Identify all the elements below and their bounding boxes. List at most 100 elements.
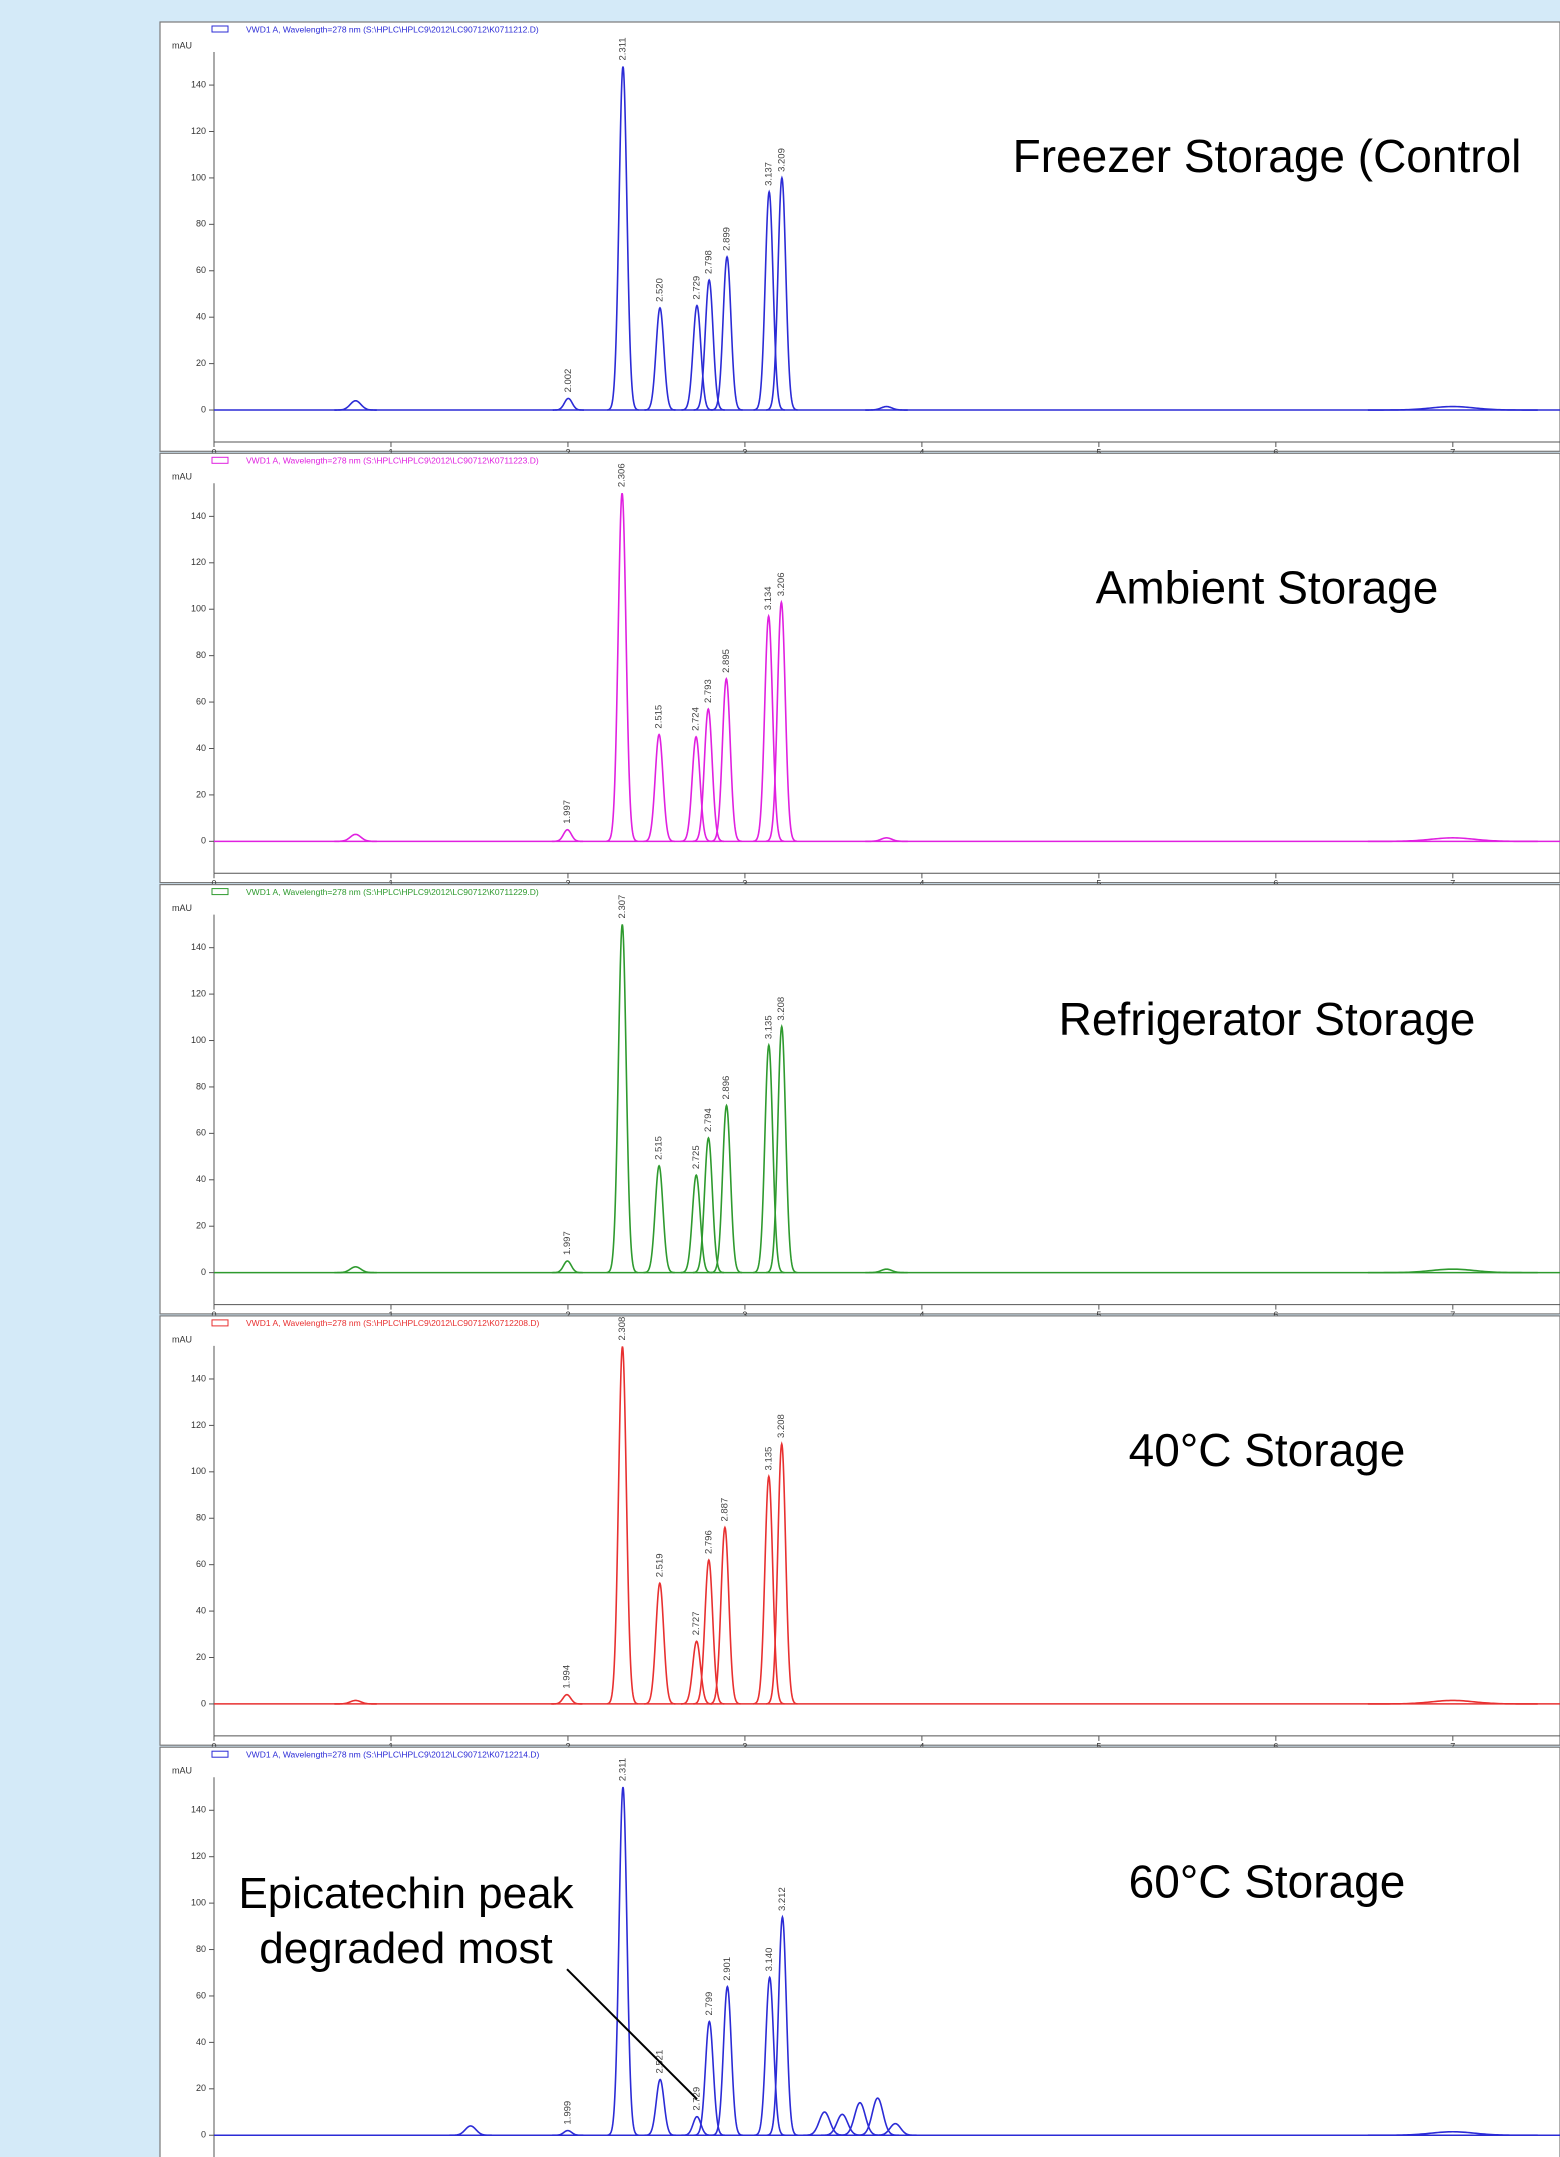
y-axis-label: mAU	[172, 40, 192, 50]
x-tick-label: 5	[1096, 447, 1101, 457]
y-tick-label: 140	[191, 942, 206, 952]
y-tick-label: 60	[196, 265, 206, 275]
x-tick-label: 7	[1450, 447, 1455, 457]
x-tick-label: 1	[388, 1310, 393, 1320]
peak	[754, 1975, 786, 2136]
panel	[159, 1315, 1560, 1746]
peak	[865, 1268, 908, 1274]
peak-label: 3.206	[776, 572, 787, 596]
peak	[644, 2078, 676, 2137]
panel-title: 40°C Storage	[1129, 1424, 1406, 1476]
y-tick-label: 20	[196, 1221, 206, 1231]
peak-label: 2.896	[721, 1076, 732, 1100]
peak	[874, 2122, 917, 2137]
x-tick-label: 0	[211, 1310, 216, 1320]
y-tick-label: 120	[191, 1420, 206, 1430]
panel-header: VWD1 A, Wavelength=278 nm (S:\HPLC\HPLC9…	[246, 1749, 540, 1759]
panel-title: Refrigerator Storage	[1059, 993, 1476, 1045]
legend-swatch	[211, 1750, 229, 1758]
y-tick-label: 20	[196, 1652, 206, 1662]
peak	[711, 255, 743, 411]
peak-label: 2.307	[617, 895, 628, 919]
y-tick-label: 120	[191, 557, 206, 567]
peak-label: 2.796	[703, 1530, 714, 1554]
y-tick-label: 60	[196, 696, 206, 706]
x-tick-label: 3	[742, 1741, 747, 1751]
peak	[709, 1525, 741, 1705]
y-axis-label: mAU	[172, 1766, 192, 1776]
x-tick-label: 1	[388, 879, 393, 889]
y-tick-label: 80	[196, 1513, 206, 1523]
y-tick-label: 100	[191, 1035, 206, 1045]
peak	[753, 189, 785, 411]
x-tick-label: 6	[1273, 879, 1278, 889]
panel-title: 60°C Storage	[1129, 1855, 1406, 1907]
y-tick-label: 60	[196, 1559, 206, 1569]
y-tick-label: 60	[196, 1128, 206, 1138]
x-tick-label: 4	[919, 1310, 924, 1320]
peak-label: 3.137	[764, 162, 775, 186]
peak	[606, 1346, 639, 1705]
x-tick-label: 0	[211, 447, 216, 457]
x-tick-label: 7	[1450, 879, 1455, 889]
x-tick-label: 4	[919, 1741, 924, 1751]
peak	[710, 1103, 743, 1274]
peak	[752, 613, 785, 843]
peak	[449, 2125, 492, 2137]
x-tick-label: 2	[565, 1741, 570, 1751]
peak	[753, 1474, 785, 1705]
peak	[693, 2020, 725, 2136]
peak	[607, 66, 639, 411]
peak-label: 1.997	[562, 800, 573, 824]
peak	[838, 2101, 882, 2137]
x-tick-label: 3	[742, 879, 747, 889]
y-tick-label: 40	[196, 1174, 206, 1184]
y-tick-label: 0	[201, 836, 206, 846]
x-tick-label: 3	[742, 447, 747, 457]
x-tick-label: 1	[388, 1741, 393, 1751]
peak	[711, 1984, 744, 2136]
peak	[680, 1173, 712, 1274]
peak	[681, 304, 713, 411]
annotation: degraded most	[259, 1924, 553, 1973]
peak-label: 2.311	[618, 1758, 629, 1781]
peak	[693, 278, 725, 411]
peak-label: 2.725	[691, 1145, 702, 1169]
x-tick-label: 5	[1096, 1741, 1101, 1751]
peak-label: 2.515	[654, 705, 665, 729]
y-tick-label: 40	[196, 1605, 206, 1615]
legend-swatch	[211, 1319, 229, 1327]
x-tick-label: 7	[1450, 1310, 1455, 1320]
panel	[159, 21, 1560, 452]
peak	[753, 1042, 785, 1274]
y-tick-label: 100	[191, 1466, 206, 1476]
peak	[681, 2115, 713, 2137]
panel-title: Freezer Storage (Control	[1013, 130, 1522, 182]
peak-label: 2.887	[719, 1498, 730, 1522]
y-tick-label: 140	[191, 1373, 206, 1383]
y-tick-label: 40	[196, 743, 206, 753]
y-tick-label: 0	[201, 1267, 206, 1277]
peak	[856, 2097, 899, 2137]
x-tick-label: 6	[1273, 1310, 1278, 1320]
peak-label: 3.212	[777, 1887, 788, 1911]
annotation: Epicatechin peak	[238, 1869, 574, 1918]
y-tick-label: 0	[201, 404, 206, 414]
peak-label: 3.140	[764, 1948, 775, 1972]
y-tick-label: 60	[196, 1990, 206, 2000]
y-tick-label: 100	[191, 604, 206, 614]
y-tick-label: 20	[196, 358, 206, 368]
panel	[159, 883, 1560, 1315]
y-tick-label: 80	[196, 1944, 206, 1954]
peak-label: 3.134	[763, 586, 774, 610]
y-axis-label: mAU	[172, 1334, 192, 1344]
peak-label: 2.520	[654, 278, 665, 302]
peak	[692, 707, 724, 843]
y-tick-label: 120	[191, 126, 206, 136]
